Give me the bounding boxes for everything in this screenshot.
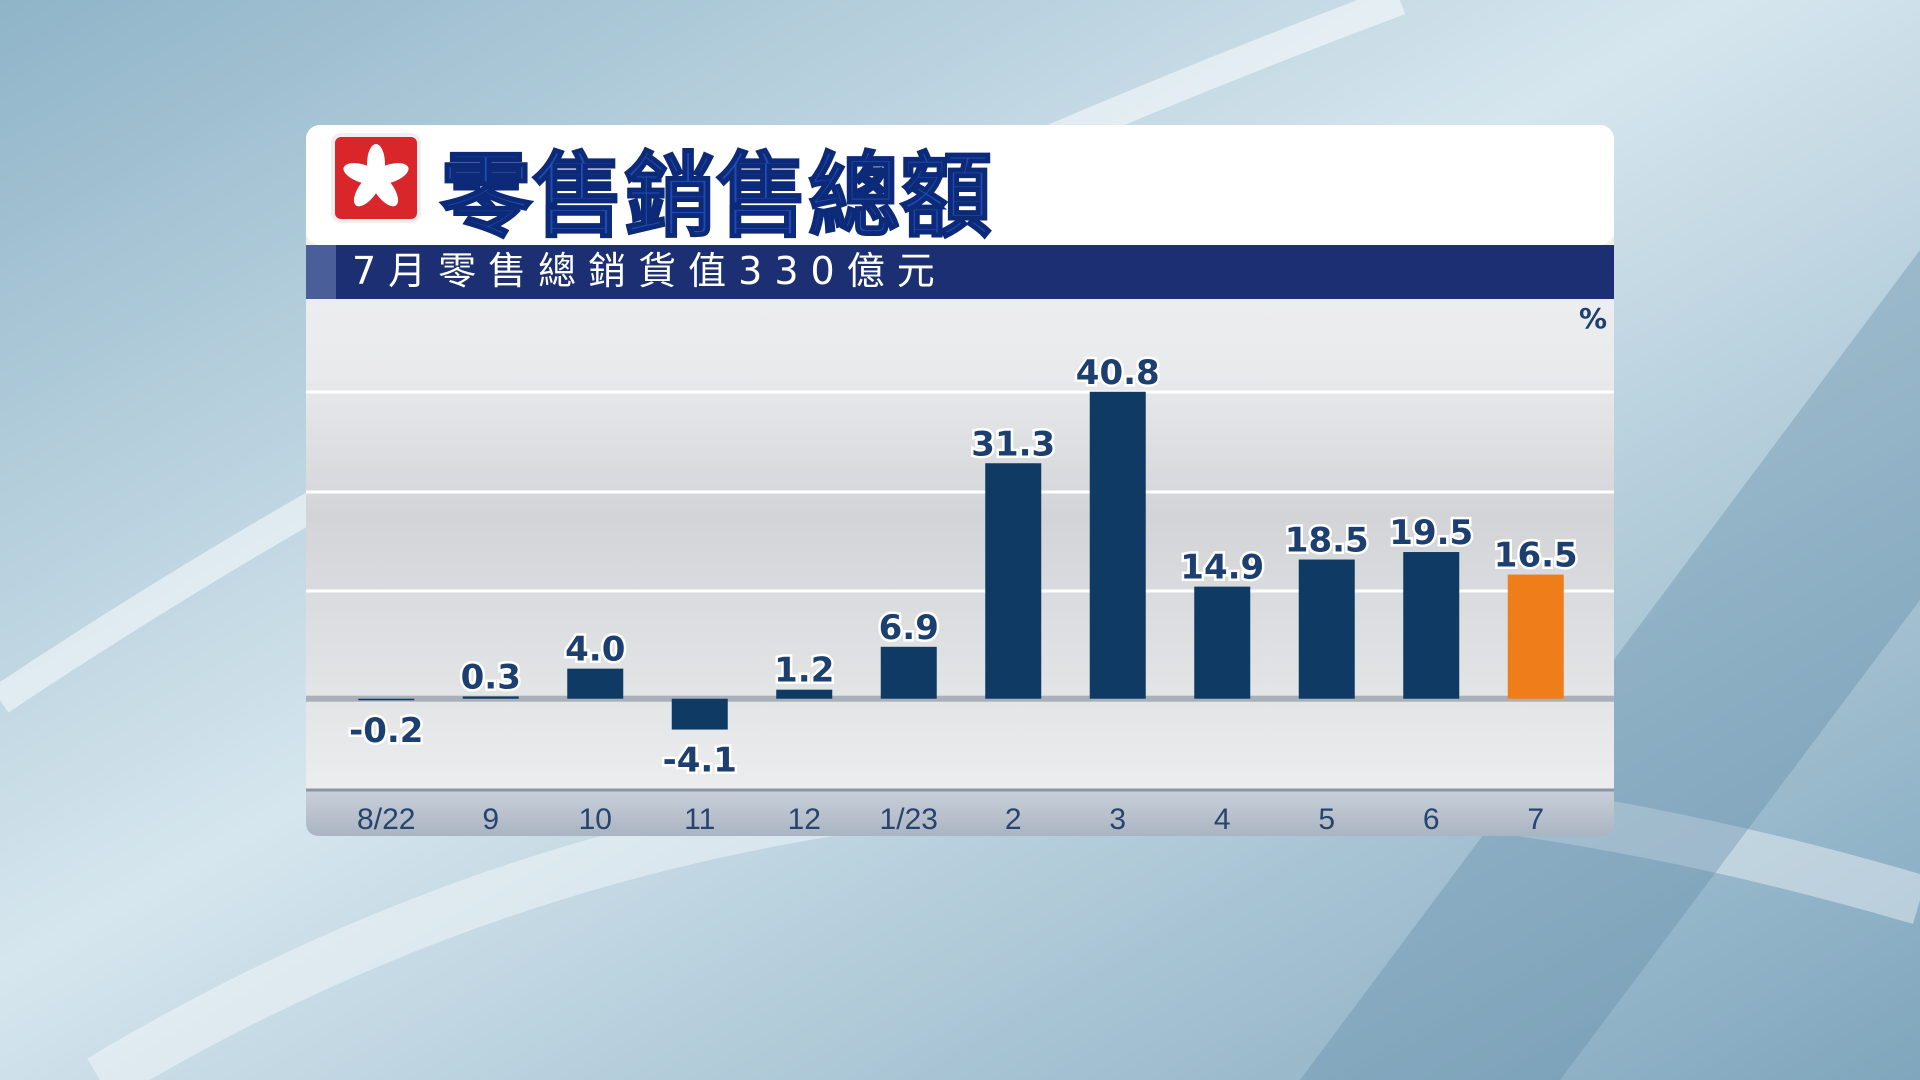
value-label: 6.9 <box>879 608 939 648</box>
bar <box>462 696 519 699</box>
logo-flower <box>343 144 409 207</box>
subtitle-bar <box>306 245 1614 299</box>
bar <box>1194 586 1251 699</box>
bar <box>1089 391 1146 699</box>
bar <box>358 698 415 701</box>
chart-subtitle: 7月零售總銷貨值330億元 <box>352 249 947 293</box>
value-label: 4.0 <box>565 630 625 670</box>
unit-label: % <box>1579 302 1607 335</box>
x-tick-label: 12 <box>788 803 821 836</box>
x-tick-label: 11 <box>684 803 715 836</box>
bar <box>1403 552 1460 699</box>
x-tick-label: 5 <box>1318 803 1335 836</box>
x-tick-label: 3 <box>1109 803 1126 836</box>
value-label: 31.3 <box>971 424 1055 464</box>
x-tick-label: 7 <box>1527 803 1544 836</box>
bar <box>1507 574 1564 699</box>
title-bar <box>306 125 1614 245</box>
bar <box>1298 559 1355 699</box>
x-tick-label: 4 <box>1214 803 1231 836</box>
bar <box>567 668 624 699</box>
category-band <box>306 790 1614 836</box>
bar <box>776 689 833 699</box>
x-tick-label: 6 <box>1423 803 1440 836</box>
x-tick-label: 8/22 <box>357 803 415 836</box>
bar <box>880 646 937 699</box>
value-label: -0.2 <box>349 711 423 751</box>
value-label: 40.8 <box>1076 353 1160 393</box>
x-tick-label: 2 <box>1005 803 1022 836</box>
chart-title: 零售銷售總額 <box>440 143 992 250</box>
value-label: 0.3 <box>461 657 521 697</box>
subtitle-accent <box>306 245 336 299</box>
value-label: 1.2 <box>774 651 834 691</box>
value-label: -4.1 <box>663 741 737 781</box>
value-label: 16.5 <box>1494 536 1578 576</box>
panel <box>306 125 1614 836</box>
value-label: 14.9 <box>1180 548 1264 588</box>
bar <box>985 463 1042 699</box>
bar <box>671 698 728 730</box>
x-tick-label: 1/23 <box>880 803 938 836</box>
value-label: 19.5 <box>1389 513 1473 553</box>
x-tick-label: 9 <box>482 803 499 836</box>
x-tick-label: 10 <box>579 803 612 836</box>
zero-line <box>306 695 1614 702</box>
value-label: 18.5 <box>1285 521 1369 561</box>
